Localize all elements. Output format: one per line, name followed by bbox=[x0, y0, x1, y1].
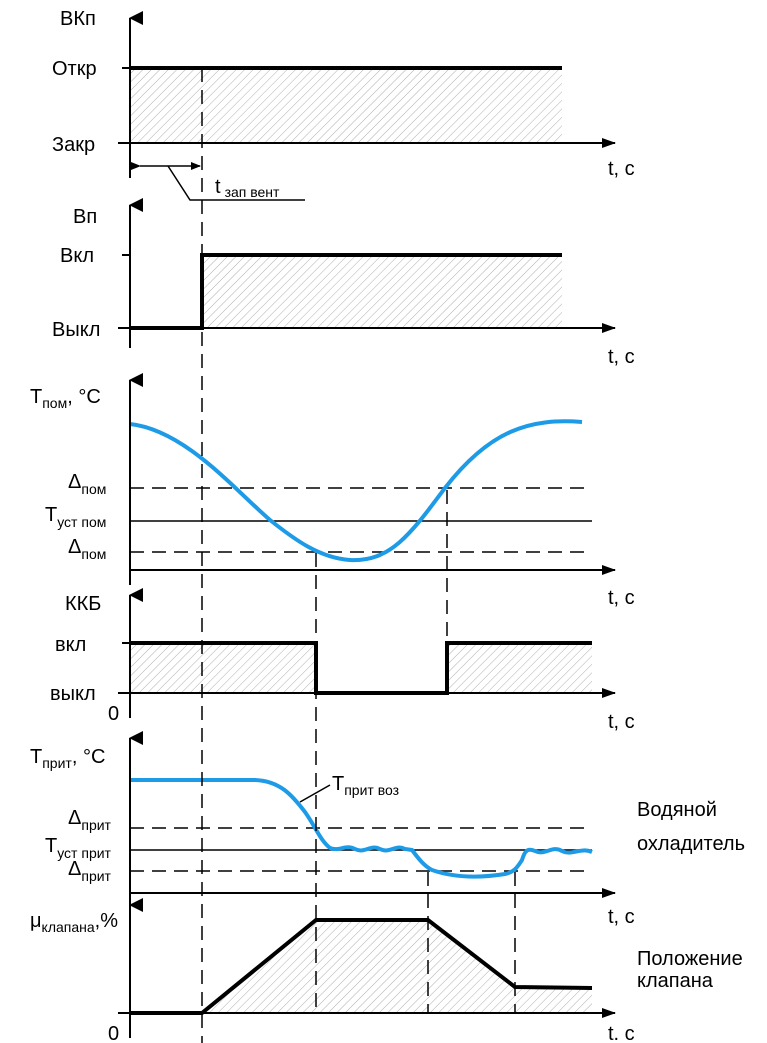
guide-lines bbox=[201, 68, 516, 1043]
compressor-off-label: выкл bbox=[50, 683, 96, 705]
valve-position-fill bbox=[202, 920, 592, 1013]
valve-position-origin-label: 0 bbox=[108, 1023, 119, 1043]
compressor-on-fill-1 bbox=[130, 643, 316, 693]
valve-position-note-line-2: клапана bbox=[637, 970, 714, 992]
supply-upper-label: Δприт bbox=[68, 807, 112, 833]
valve-panel: ВКп Откр Закр t, с t зап вент bbox=[52, 8, 635, 201]
fan-axis-label: Вп bbox=[73, 206, 97, 228]
supply-note-line-1: Водяной bbox=[637, 799, 717, 821]
supply-axis-label: Tприт, °С bbox=[30, 746, 105, 771]
room-temperature-curve bbox=[129, 419, 583, 563]
valve-open-fill bbox=[130, 68, 562, 143]
supply-lower-label: Δприт bbox=[68, 858, 112, 884]
valve-time-label: t, с bbox=[608, 158, 635, 180]
valve-open-label: Откр bbox=[52, 58, 97, 80]
supply-curve-leader bbox=[299, 784, 331, 803]
fan-time-label: t, с bbox=[608, 346, 635, 368]
room-time-label: t, с bbox=[608, 587, 635, 609]
fan-off-label: Выкл bbox=[52, 319, 100, 341]
supply-curve-label: Tприт воз bbox=[332, 773, 399, 798]
compressor-axis-label: ККБ bbox=[65, 593, 101, 615]
supply-time-label: t, с bbox=[608, 906, 635, 928]
room-upper-label: Δпом bbox=[68, 471, 106, 497]
supply-setpoint-label: Tуст прит bbox=[45, 835, 112, 861]
compressor-origin-label: 0 bbox=[108, 703, 119, 725]
room-temperature-panel: Tпом, °С Δпом Tуст пом Δпом t, с bbox=[30, 373, 635, 609]
room-setpoint-label: Tуст пом bbox=[45, 504, 106, 530]
delay-leader bbox=[167, 165, 305, 201]
room-axis-label: Tпом, °С bbox=[30, 386, 101, 411]
valve-closed-label: Закр bbox=[52, 134, 95, 156]
fan-panel: Вп Вкл Выкл t, с bbox=[52, 198, 635, 368]
room-lower-label: Δпом bbox=[68, 536, 106, 562]
valve-position-note-line-1: Положение bbox=[637, 948, 743, 970]
compressor-panel: ККБ вкл выкл 0 t, с bbox=[50, 588, 635, 733]
valve-position-axis-label: μклапана,% bbox=[30, 910, 118, 935]
delay-label: t зап вент bbox=[215, 176, 280, 200]
compressor-time-label: t, с bbox=[608, 711, 635, 733]
fan-on-label: Вкл bbox=[60, 245, 94, 267]
valve-position-time-label: t. с bbox=[608, 1023, 635, 1043]
compressor-on-fill-2 bbox=[447, 643, 592, 693]
compressor-on-label: вкл bbox=[55, 634, 86, 656]
valve-position-panel: μклапана,% 0 t. с Положение клапана bbox=[30, 898, 743, 1043]
supply-note-line-2: охладитель bbox=[637, 833, 745, 855]
supply-temperature-curve bbox=[130, 778, 593, 879]
fan-on-fill bbox=[202, 255, 562, 328]
valve-axis-label: ВКп bbox=[60, 8, 96, 30]
supply-temperature-panel: Tприт, °С Tприт воз Δприт Tуст прит Δпри… bbox=[30, 731, 745, 928]
